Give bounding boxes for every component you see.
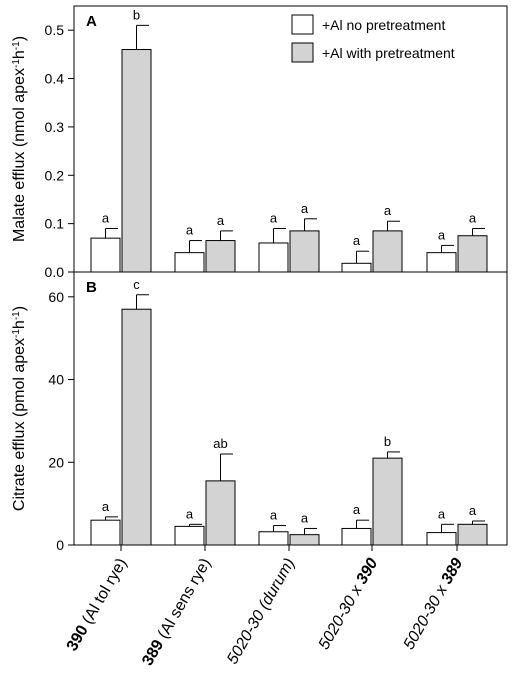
bar-A-s0-c2	[258, 242, 289, 273]
bar-B-s1-c2	[289, 534, 320, 546]
y-axis-label-B: Citrate efflux (pmol apex-1h-1)	[11, 306, 29, 511]
significance-letter-A: a	[217, 213, 225, 228]
y-axis-label-sup: -1	[11, 329, 22, 338]
bar-A-s1-c4	[457, 235, 488, 273]
legend-swatch-1	[291, 42, 314, 63]
panel-label-A: A	[86, 13, 97, 30]
y-tick-label-A: 0.1	[45, 216, 65, 232]
significance-letter-A: b	[133, 7, 140, 22]
significance-letter-B: a	[102, 499, 110, 514]
significance-letter-A: a	[301, 201, 309, 216]
y-tick-label-A: 0.2	[45, 167, 65, 183]
category-label-3: 5020-30 x 390	[316, 555, 382, 652]
significance-letter-A: a	[384, 203, 392, 218]
significance-letter-B: a	[270, 508, 278, 523]
bar-B-s1-c1	[205, 480, 236, 546]
bar-B-s0-c1	[174, 525, 205, 546]
y-axis-label-sup: -1	[11, 59, 22, 68]
y-axis-label-end: )	[11, 36, 28, 41]
bar-B-s0-c3	[341, 527, 372, 546]
significance-letter-A: a	[186, 223, 194, 238]
bar-B-s0-c0	[90, 519, 121, 546]
bar-A-s1-c1	[205, 240, 236, 273]
bar-A-s1-c0	[121, 49, 152, 273]
legend-label-0: +Al no pretreatment	[322, 17, 445, 33]
bar-B-s0-c4	[426, 532, 457, 546]
significance-letter-A: a	[270, 210, 278, 225]
category-label-part: 5020-30 x	[316, 579, 369, 653]
bar-B-s1-c3	[372, 457, 403, 546]
bar-A-s0-c1	[174, 252, 205, 273]
bar-A-s1-c3	[372, 230, 403, 273]
y-axis-label-unit: h	[11, 320, 28, 329]
bar-A-s0-c3	[341, 262, 372, 273]
y-tick-label-A: 0.5	[45, 22, 65, 38]
significance-letter-A: a	[353, 233, 361, 248]
category-label-0: 390 (Al tol rye)	[64, 556, 131, 655]
category-label-1: 389 (Al sens rye)	[139, 556, 214, 669]
significance-letter-B: c	[133, 277, 140, 292]
significance-letter-A: a	[438, 227, 446, 242]
bar-B-s1-c4	[457, 523, 488, 546]
significance-letter-B: a	[186, 506, 194, 521]
significance-letter-B: a	[438, 506, 446, 521]
y-tick-label-B: 20	[48, 454, 64, 470]
y-tick-label-B: 0	[56, 537, 64, 553]
legend-label-1: +Al with pretreatment	[322, 45, 455, 61]
y-axis-label-end: )	[11, 306, 28, 311]
y-tick-label-A: 0.3	[45, 119, 65, 135]
legend-swatch-0	[291, 14, 314, 35]
bar-B-s1-c0	[121, 308, 152, 546]
significance-letter-B: b	[384, 434, 391, 449]
bar-B-s0-c2	[258, 531, 289, 546]
panel-label-B: B	[86, 279, 97, 296]
y-tick-label-B: 40	[48, 372, 64, 388]
category-label-part: (Al sens rye)	[153, 556, 215, 646]
y-axis-label-A: Malate efflux (nmol apex-1h-1)	[11, 36, 29, 242]
y-axis-label-sup: -1	[11, 41, 22, 50]
significance-letter-B: a	[469, 503, 477, 518]
category-label-part: (Al tol rye)	[77, 556, 130, 631]
y-tick-label-A: 0.4	[45, 71, 65, 87]
y-axis-label-unit: h	[11, 50, 28, 59]
y-axis-label-main: Malate efflux (nmol apex	[11, 68, 28, 242]
y-tick-label-A: 0.0	[45, 264, 65, 280]
category-label-part: 5020-30 x	[401, 579, 454, 653]
significance-letter-A: a	[469, 210, 477, 225]
category-label-part: 5020-30 (durum)	[224, 556, 298, 668]
significance-letter-A: a	[102, 210, 110, 225]
y-axis-label-sup: -1	[11, 311, 22, 320]
y-axis-label-main: Citrate efflux (pmol apex	[11, 338, 28, 511]
category-label-2: 5020-30 (durum)	[224, 556, 298, 668]
significance-letter-B: ab	[213, 436, 227, 451]
significance-letter-B: a	[353, 502, 361, 517]
bar-A-s1-c2	[289, 230, 320, 273]
y-tick-label-B: 60	[48, 289, 64, 305]
category-label-4: 5020-30 x 389	[401, 555, 467, 652]
significance-letter-B: a	[301, 510, 309, 525]
bar-A-s0-c0	[90, 237, 121, 273]
bar-A-s0-c4	[426, 252, 457, 273]
